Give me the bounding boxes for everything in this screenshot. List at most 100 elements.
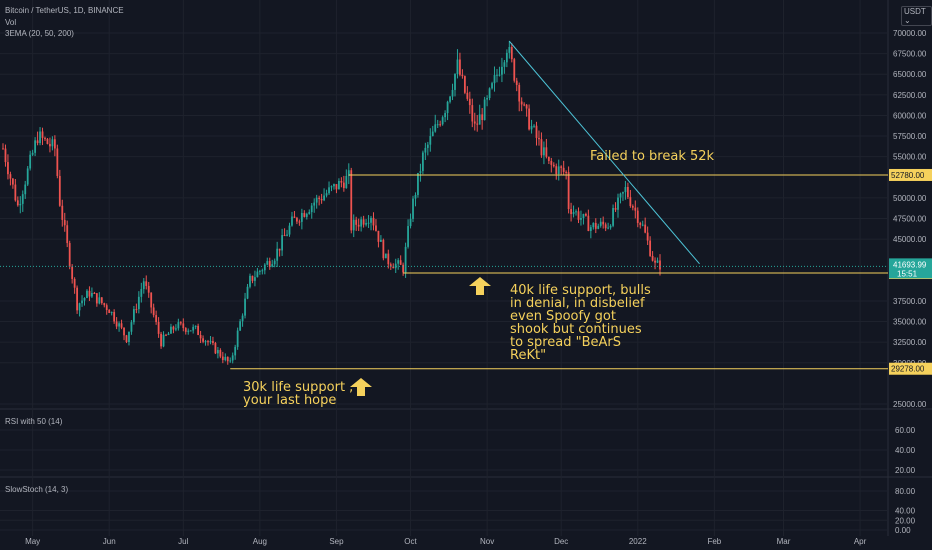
candle-body xyxy=(281,235,284,251)
y-tick-label: 35000.00 xyxy=(893,318,927,327)
candle-body xyxy=(550,160,553,165)
candle-body xyxy=(58,175,61,206)
candle-body xyxy=(342,182,345,189)
candle-body xyxy=(503,62,506,67)
candle-body xyxy=(389,264,392,267)
last-price-tag xyxy=(889,258,932,279)
candle-body xyxy=(209,341,212,343)
candle-body xyxy=(397,260,400,264)
candle-body xyxy=(298,221,301,223)
candle-body xyxy=(320,198,323,201)
candle-body xyxy=(335,184,338,190)
candle-body xyxy=(2,148,4,150)
candle-body xyxy=(392,266,395,269)
candle-body xyxy=(491,83,493,89)
y-tick-label: 47500.00 xyxy=(893,215,927,224)
candle-body xyxy=(631,205,634,208)
candle-body xyxy=(515,80,518,85)
candle-body xyxy=(463,76,466,93)
candle-body xyxy=(510,46,513,60)
candle-body xyxy=(619,193,622,198)
candle-body xyxy=(501,66,503,75)
candle-body xyxy=(29,154,32,169)
candle-body xyxy=(345,176,348,189)
candle-body xyxy=(451,89,454,97)
x-tick-label: Apr xyxy=(854,537,867,546)
countdown-label: 15:51 xyxy=(897,269,918,278)
candle-body xyxy=(429,136,432,145)
candle-body xyxy=(21,194,24,204)
candle-body xyxy=(219,350,222,357)
candle-body xyxy=(325,193,328,196)
candle-body xyxy=(414,194,417,199)
candle-body xyxy=(328,187,330,194)
candle-body xyxy=(9,174,12,179)
y-tick-label: 32500.00 xyxy=(893,338,927,347)
stoch-tick-label: 20.00 xyxy=(895,516,916,525)
candle-body xyxy=(360,219,363,227)
candle-body xyxy=(110,312,113,314)
candle-body xyxy=(36,140,39,144)
candle-body xyxy=(103,303,106,306)
main-pane xyxy=(0,0,888,409)
candle-body xyxy=(81,300,83,304)
arrow-up-icon xyxy=(469,277,491,295)
candle-body xyxy=(424,147,427,153)
candle-body xyxy=(157,321,160,334)
candle-body xyxy=(160,333,162,347)
candle-body xyxy=(182,323,185,329)
candle-body xyxy=(538,137,540,140)
candle-body xyxy=(594,222,597,229)
candle-body xyxy=(404,246,407,273)
stoch-tick-label: 40.00 xyxy=(895,507,916,516)
candle-body xyxy=(19,203,22,206)
candle-body xyxy=(384,253,387,259)
candle-body xyxy=(199,334,202,339)
candle-body xyxy=(525,104,528,109)
candle-body xyxy=(407,226,409,247)
volume-label: Vol xyxy=(5,18,17,27)
candle-body xyxy=(216,350,219,354)
candle-body xyxy=(565,171,568,173)
candle-body xyxy=(530,126,533,130)
candle-body xyxy=(412,198,414,219)
candle-body xyxy=(7,162,9,175)
currency-selector[interactable]: USDT ⌄ xyxy=(901,6,932,26)
candle-body xyxy=(204,341,207,343)
candle-body xyxy=(56,148,59,176)
x-tick-label: 2022 xyxy=(629,537,647,546)
candle-body xyxy=(347,170,350,177)
candle-body xyxy=(145,281,148,286)
rsi-title: RSI with 50 (14) xyxy=(5,417,63,426)
candle-body xyxy=(580,217,582,220)
candle-body xyxy=(473,121,476,124)
candle-body xyxy=(39,131,41,144)
candle-body xyxy=(533,125,535,127)
candle-body xyxy=(496,74,498,76)
candle-body xyxy=(399,260,402,265)
candle-body xyxy=(214,343,217,354)
candle-body xyxy=(560,166,563,168)
candle-body xyxy=(142,281,145,290)
y-tick-label: 45000.00 xyxy=(893,235,927,244)
annotation-failed-break: Failed to break 52k xyxy=(590,149,715,164)
candle-body xyxy=(318,197,321,199)
candle-body xyxy=(234,346,237,356)
candle-body xyxy=(434,124,437,132)
candle-body xyxy=(604,224,607,229)
candle-body xyxy=(421,152,424,172)
candle-body xyxy=(236,330,239,347)
candle-body xyxy=(654,260,656,263)
candle-body xyxy=(641,224,644,226)
candle-body xyxy=(333,184,335,187)
candle-body xyxy=(44,137,46,139)
candle-body xyxy=(241,315,244,322)
candle-body xyxy=(622,192,624,194)
candle-body xyxy=(100,297,103,304)
candle-body xyxy=(165,334,167,336)
candle-body xyxy=(562,167,565,172)
candle-body xyxy=(597,225,600,229)
candle-body xyxy=(167,333,170,335)
candle-body xyxy=(624,186,627,193)
